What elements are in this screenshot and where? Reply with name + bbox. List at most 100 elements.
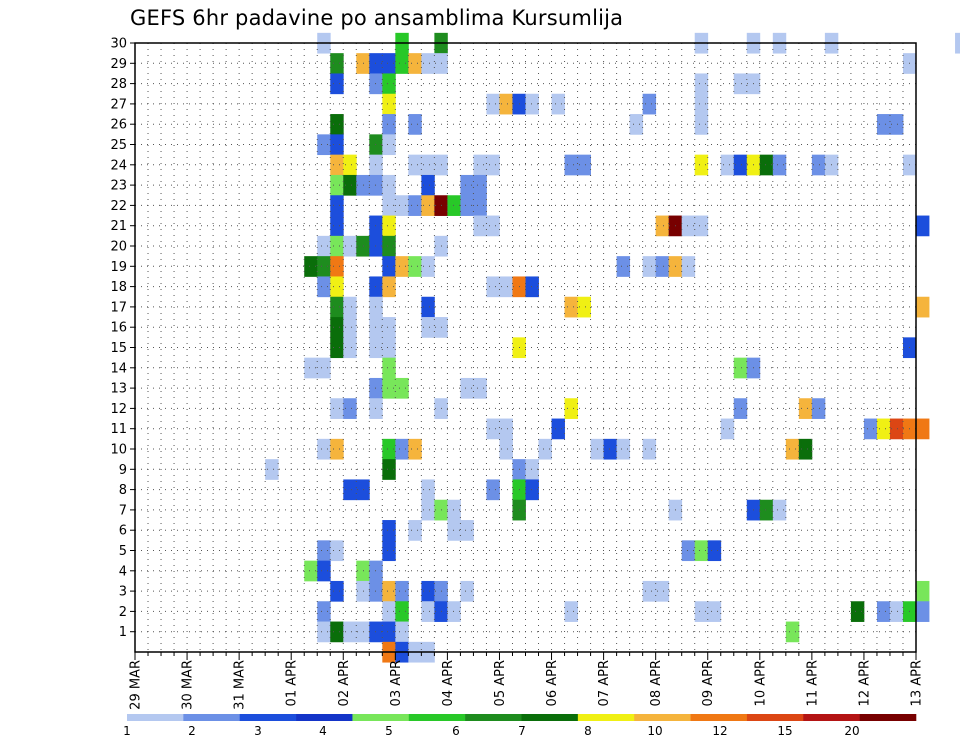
heatmap-cell <box>330 580 344 602</box>
heatmap-cell <box>681 540 696 562</box>
heatmap-cell <box>499 276 513 298</box>
heatmap-cell <box>525 276 539 298</box>
heatmap-cell <box>916 215 930 237</box>
heatmap-cell <box>382 601 396 622</box>
heatmap-cell <box>382 215 396 237</box>
heatmap-cell <box>317 560 331 582</box>
colorbar-swatch <box>296 714 353 721</box>
heatmap-cell <box>395 195 409 216</box>
heatmap-cell <box>421 256 435 277</box>
heatmap-cell <box>733 73 748 95</box>
y-tick-label: 8 <box>119 483 127 498</box>
heatmap-cell <box>655 580 670 602</box>
colorbar-swatch <box>803 714 860 721</box>
colorbar-label: 3 <box>254 724 262 738</box>
heatmap-cell <box>642 256 657 277</box>
colorbar-swatch <box>127 714 184 721</box>
x-tick-label: 30 MAR <box>181 660 196 710</box>
heatmap-cell <box>642 438 657 460</box>
heatmap-cell <box>330 154 344 176</box>
y-tick-label: 29 <box>110 57 127 72</box>
heatmap-cell <box>460 377 474 399</box>
heatmap-cell <box>369 398 383 419</box>
heatmap-cell <box>369 215 383 237</box>
heatmap-cell <box>486 93 500 115</box>
heatmap-cell <box>551 418 565 440</box>
heatmap-cell <box>343 317 357 338</box>
heatmap-cell <box>382 357 396 379</box>
y-tick-label: 22 <box>110 199 127 214</box>
heatmap-cell <box>343 621 357 643</box>
heatmap-cell <box>408 114 422 135</box>
heatmap-cell <box>564 154 578 176</box>
heatmap-cell <box>486 215 500 237</box>
heatmap-cell <box>772 154 787 176</box>
x-tick-label: 08 APR <box>649 660 664 706</box>
y-tick-label: 16 <box>110 321 127 336</box>
heatmap-cell <box>889 418 904 440</box>
heatmap-cell <box>916 580 930 602</box>
heatmap-cell <box>564 296 578 318</box>
colorbar-label: 7 <box>518 724 526 738</box>
y-tick-label: 14 <box>110 361 127 376</box>
heatmap-cell <box>343 337 357 359</box>
heatmap-cell <box>499 93 513 115</box>
heatmap-cell <box>369 134 383 156</box>
y-tick-label: 17 <box>110 300 127 315</box>
heatmap-cell <box>369 580 383 602</box>
heatmap-cell <box>369 235 383 257</box>
y-tick-label: 23 <box>110 179 127 194</box>
heatmap-cell <box>317 134 331 156</box>
heatmap-cell <box>421 499 435 521</box>
colorbar-swatch <box>577 714 635 721</box>
heatmap-cell <box>889 114 904 135</box>
heatmap-cell <box>408 438 422 460</box>
heatmap-cell <box>916 418 930 440</box>
heatmap-cell <box>733 398 748 419</box>
heatmap-cell <box>395 53 409 74</box>
heatmap-cell <box>395 580 409 602</box>
colorbar-swatch <box>239 714 297 721</box>
heatmap-cell <box>421 580 435 602</box>
x-tick-label: 03 APR <box>389 660 404 706</box>
heatmap-cell <box>317 601 331 622</box>
heatmap-cell <box>330 195 344 216</box>
heatmap-cell <box>525 459 539 480</box>
heatmap-cell <box>343 398 357 419</box>
heatmap-cell <box>473 377 487 399</box>
y-tick-label: 10 <box>110 443 127 458</box>
heatmap-cell <box>317 276 331 298</box>
heatmap-cell <box>330 276 344 298</box>
colorbar-swatch <box>183 714 241 721</box>
heatmap-cell <box>863 418 878 440</box>
heatmap-cell <box>382 174 396 196</box>
y-tick-label: 21 <box>110 219 127 234</box>
heatmap-cell <box>447 601 461 622</box>
x-tick-label: 11 APR <box>805 660 820 706</box>
heatmap-cell <box>421 317 435 338</box>
heatmap-cell <box>382 276 396 298</box>
heatmap-cell <box>421 195 435 216</box>
heatmap-cell <box>525 93 539 115</box>
heatmap-cell <box>772 499 787 521</box>
heatmap-cell <box>759 154 774 176</box>
heatmap-cell <box>408 53 422 74</box>
heatmap-cell <box>486 276 500 298</box>
heatmap-cell <box>317 357 331 379</box>
colorbar-swatch <box>859 714 917 721</box>
heatmap-cell <box>330 317 344 338</box>
y-tick-label: 5 <box>119 544 127 559</box>
heatmap-cell <box>330 73 344 95</box>
colorbar-swatch <box>690 714 748 721</box>
heatmap-cell <box>382 459 396 480</box>
x-tick-label: 05 APR <box>493 660 508 706</box>
heatmap-cell <box>330 398 344 419</box>
heatmap-cell <box>356 560 370 582</box>
heatmap-cell <box>447 195 461 216</box>
heatmap-cell <box>720 418 735 440</box>
heatmap-cell <box>395 256 409 277</box>
heatmap-cell <box>304 357 318 379</box>
heatmap-cell <box>616 256 631 277</box>
heatmap-cell <box>733 357 748 379</box>
y-tick-label: 27 <box>110 97 127 112</box>
